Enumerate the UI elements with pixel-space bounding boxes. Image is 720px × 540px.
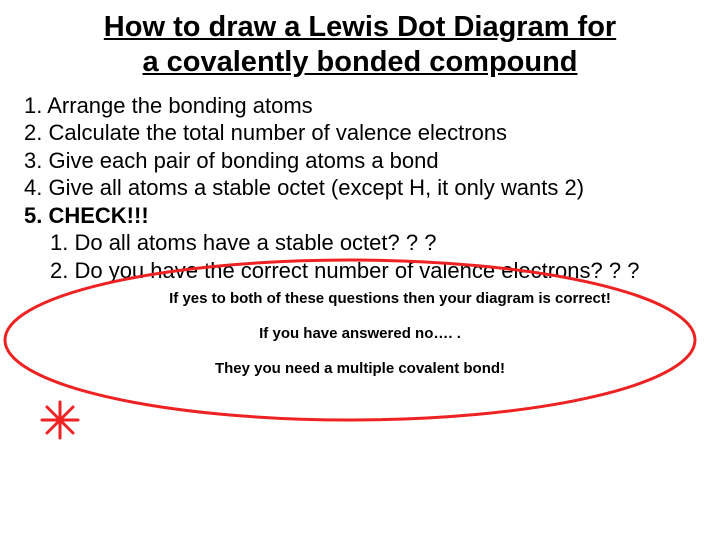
title-line-2: a covalently bonded compound	[142, 46, 577, 78]
page-title: How to draw a Lewis Dot Diagram for a co…	[50, 10, 670, 80]
asterisk-annotation	[42, 402, 78, 438]
step-2: 2. Calculate the total number of valence…	[24, 119, 700, 147]
check-2: 2. Do you have the correct number of val…	[50, 257, 700, 285]
note-yes: If yes to both of these questions then y…	[80, 290, 700, 307]
step-5: 5. CHECK!!!	[24, 202, 700, 230]
step-4: 4. Give all atoms a stable octet (except…	[24, 174, 700, 202]
check-1: 1. Do all atoms have a stable octet? ? ?	[50, 229, 700, 257]
steps-list: 1. Arrange the bonding atoms 2. Calculat…	[24, 92, 700, 285]
note-multiple-bond: They you need a multiple covalent bond!	[20, 360, 700, 377]
check-sublist: 1. Do all atoms have a stable octet? ? ?…	[50, 229, 700, 284]
title-line-1: How to draw a Lewis Dot Diagram for	[104, 11, 616, 43]
step-1: 1. Arrange the bonding atoms	[24, 92, 700, 120]
note-no: If you have answered no…. .	[20, 325, 700, 342]
step-3: 3. Give each pair of bonding atoms a bon…	[24, 147, 700, 175]
